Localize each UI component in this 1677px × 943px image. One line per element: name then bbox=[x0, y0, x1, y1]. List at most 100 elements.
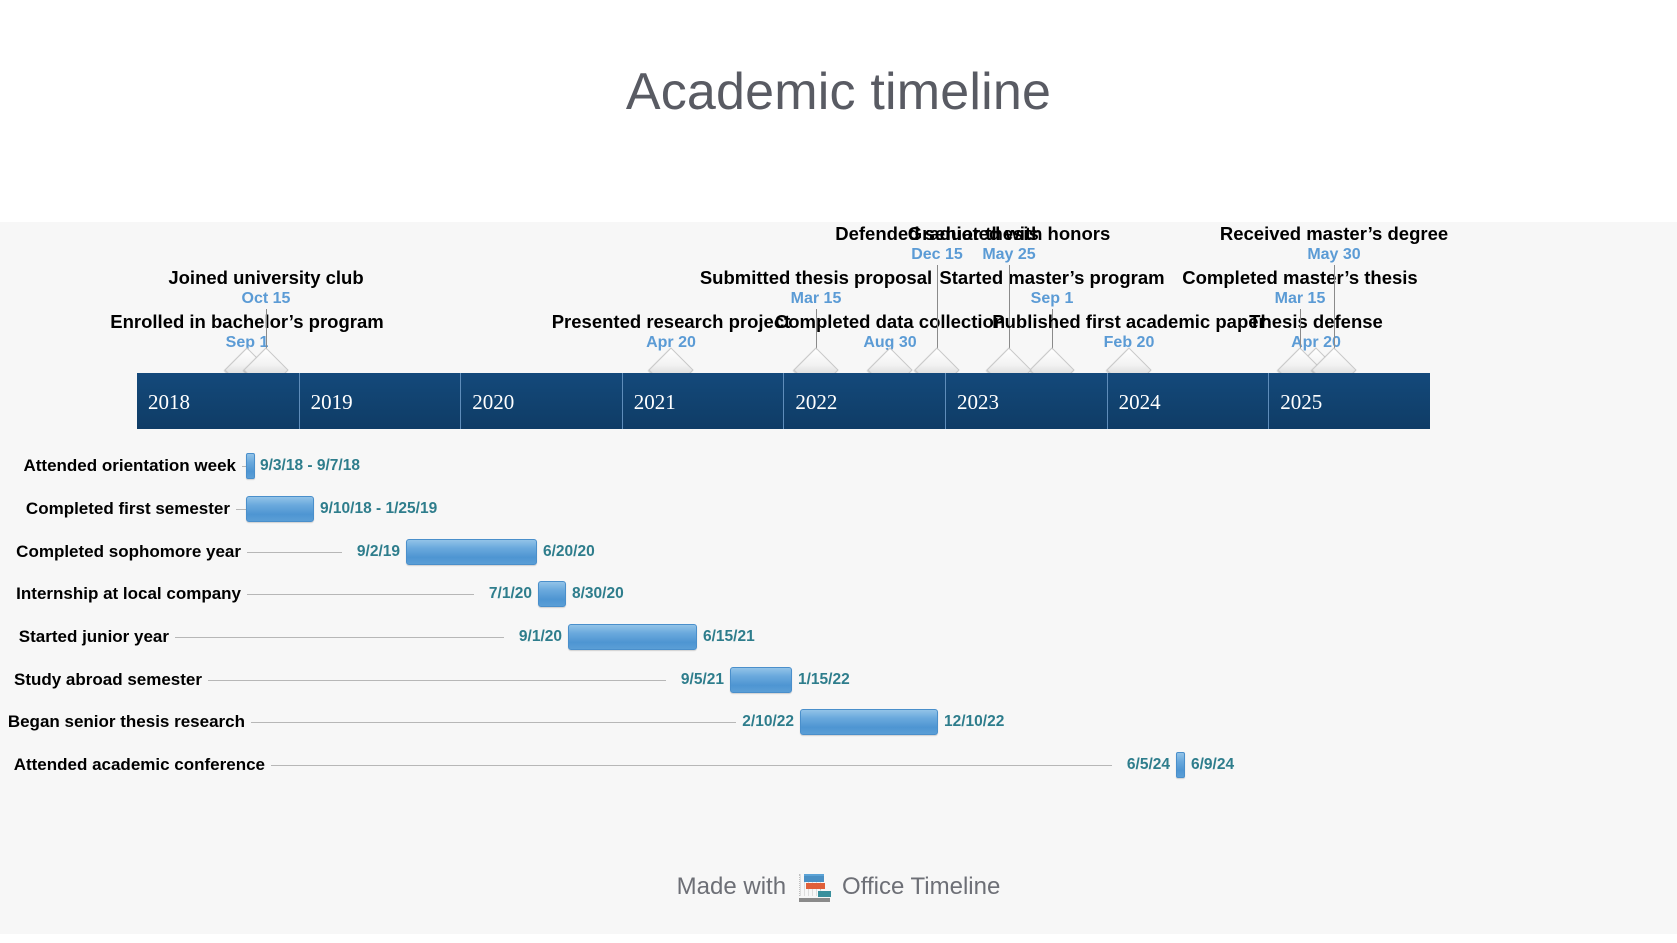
milestone-stem bbox=[1334, 265, 1335, 355]
task-connector-line bbox=[247, 594, 474, 596]
milestone-title: Submitted thesis proposal bbox=[699, 267, 933, 288]
task-end-date: 6/9/24 bbox=[1191, 756, 1235, 774]
task-bar[interactable] bbox=[800, 709, 938, 736]
task-bar[interactable] bbox=[538, 581, 566, 608]
milestone-title: Enrolled in bachelor’s program bbox=[110, 311, 384, 332]
task-row[interactable]: Completed first semester 9/10/18 - 1/25/1… bbox=[0, 488, 1677, 531]
task-start-date: 2/10/22 bbox=[742, 713, 794, 731]
task-row[interactable]: Internship at local company 7/1/20 8/30/20 bbox=[0, 573, 1677, 616]
milestone-stem bbox=[1300, 309, 1301, 355]
axis-year-label: 2020 bbox=[472, 390, 515, 414]
milestone-stem bbox=[816, 309, 817, 355]
task-connector-line bbox=[242, 466, 246, 468]
task-label-wrap: Completed first semester bbox=[0, 488, 230, 531]
task-row[interactable]: Study abroad semester 9/5/21 1/15/22 bbox=[0, 658, 1677, 701]
task-label-wrap: Internship at local company bbox=[0, 573, 241, 616]
axis-year-cell: 2020 bbox=[460, 373, 622, 429]
milestone-date: Dec 15 bbox=[911, 246, 963, 263]
milestone-stem bbox=[1009, 265, 1010, 355]
milestone-title: Completed data collection bbox=[774, 311, 1006, 332]
task-label: Internship at local company bbox=[16, 584, 241, 604]
logo-bar-orange bbox=[806, 883, 826, 889]
axis-year-cell: 2023 bbox=[945, 373, 1107, 429]
axis-year-label: 2023 bbox=[957, 390, 999, 414]
axis-year-cell: 2025 bbox=[1268, 373, 1430, 429]
milestone-date: Mar 15 bbox=[1274, 290, 1326, 307]
task-row[interactable]: Started junior year 9/1/20 6/15/21 bbox=[0, 616, 1677, 659]
task-row[interactable]: Attended orientation week 9/3/18 - 9/7/18 bbox=[0, 445, 1677, 488]
milestone-date: Mar 15 bbox=[790, 290, 842, 307]
milestone-date: Feb 20 bbox=[1103, 334, 1155, 351]
footer-brand-name: Office Timeline bbox=[842, 873, 1001, 900]
axis-year-label: 2021 bbox=[633, 390, 676, 414]
task-row[interactable]: Began senior thesis research 2/10/22 12/10… bbox=[0, 701, 1677, 744]
task-label-wrap: Began senior thesis research bbox=[0, 701, 245, 744]
task-label: Started junior year bbox=[18, 627, 169, 647]
milestone-title: Published first academic paper bbox=[992, 311, 1266, 332]
task-label: Began senior thesis research bbox=[7, 712, 245, 732]
task-list: Attended orientation week 9/3/18 - 9/7/18… bbox=[0, 445, 1677, 787]
logo-base bbox=[799, 898, 831, 902]
task-label: Study abroad semester bbox=[13, 669, 202, 689]
milestone-date: Oct 15 bbox=[241, 290, 291, 307]
task-connector-line bbox=[251, 722, 736, 724]
axis-year-label: 2022 bbox=[795, 390, 838, 414]
axis-year-cell: 2019 bbox=[298, 373, 461, 429]
task-bar[interactable] bbox=[1176, 752, 1185, 779]
task-row[interactable]: Attended academic conference 6/5/24 6/9/24 bbox=[0, 744, 1677, 787]
axis-year-cell: 2021 bbox=[621, 373, 784, 429]
milestone-stem bbox=[266, 309, 267, 355]
task-start-date: 9/2/19 bbox=[356, 542, 400, 560]
milestone-title: Defended senior thesis bbox=[835, 223, 1039, 244]
task-bar[interactable] bbox=[406, 538, 537, 565]
milestone-title: Completed master’s thesis bbox=[1182, 267, 1418, 288]
milestone-title: Joined university club bbox=[168, 267, 364, 288]
task-start-date: 6/5/24 bbox=[1126, 756, 1170, 774]
axis-year-label: 2024 bbox=[1118, 390, 1161, 414]
task-label: Attended academic conference bbox=[13, 755, 265, 775]
milestone-title: Started master’s program bbox=[939, 267, 1165, 288]
task-label: Completed first semester bbox=[25, 499, 230, 519]
milestone-date: May 30 bbox=[1307, 246, 1361, 263]
page-title: Academic timeline bbox=[625, 63, 1052, 121]
axis-year-cell: 2018 bbox=[137, 373, 299, 429]
task-start-date: 9/1/20 bbox=[518, 628, 562, 646]
task-bar[interactable] bbox=[568, 624, 697, 651]
milestone-stem bbox=[1052, 309, 1053, 355]
office-timeline-logo-icon bbox=[797, 872, 832, 902]
task-label-wrap: Completed sophomore year bbox=[0, 530, 241, 573]
task-date-range: 9/3/18 - 9/7/18 bbox=[260, 457, 360, 475]
milestone-date: Sep 1 bbox=[225, 334, 269, 351]
task-start-date: 9/5/21 bbox=[680, 670, 724, 688]
milestone-title: Received master’s degree bbox=[1219, 223, 1449, 244]
task-connector-line bbox=[208, 679, 666, 681]
footer-branding: Made with Office Timeline bbox=[0, 872, 1677, 902]
task-row[interactable]: Completed sophomore year 9/2/19 6/20/20 bbox=[0, 530, 1677, 573]
task-end-date: 12/10/22 bbox=[944, 713, 1005, 731]
axis-year-label: 2018 bbox=[148, 390, 190, 414]
task-end-date: 6/20/20 bbox=[543, 542, 595, 560]
task-end-date: 1/15/22 bbox=[798, 670, 850, 688]
task-end-date: 8/30/20 bbox=[572, 585, 624, 603]
task-connector-line bbox=[247, 551, 342, 553]
footer-made-with-label: Made with bbox=[676, 873, 787, 900]
task-label: Completed sophomore year bbox=[16, 541, 241, 561]
milestone-title: Presented research project bbox=[551, 311, 791, 332]
task-bar[interactable] bbox=[246, 496, 314, 523]
milestone-title: Graduated with honors bbox=[907, 223, 1111, 244]
timeline-axis-bar: 2018 2019 2020 2021 2022 2023 2024 2025 bbox=[137, 373, 1430, 429]
task-bar[interactable] bbox=[246, 453, 255, 480]
task-start-date: 7/1/20 bbox=[488, 585, 532, 603]
milestone-stem bbox=[937, 265, 938, 355]
axis-year-label: 2019 bbox=[310, 390, 353, 414]
task-label-wrap: Attended orientation week bbox=[0, 445, 236, 488]
task-label: Attended orientation week bbox=[23, 456, 236, 476]
task-bar[interactable] bbox=[730, 666, 792, 693]
task-connector-line bbox=[271, 765, 1112, 767]
task-label-wrap: Study abroad semester bbox=[0, 658, 202, 701]
axis-year-cell: 2024 bbox=[1106, 373, 1269, 429]
axis-year-label: 2025 bbox=[1280, 390, 1323, 414]
logo-bar-blue bbox=[804, 874, 825, 882]
task-connector-line bbox=[236, 509, 246, 511]
milestone-date: May 25 bbox=[982, 246, 1036, 263]
